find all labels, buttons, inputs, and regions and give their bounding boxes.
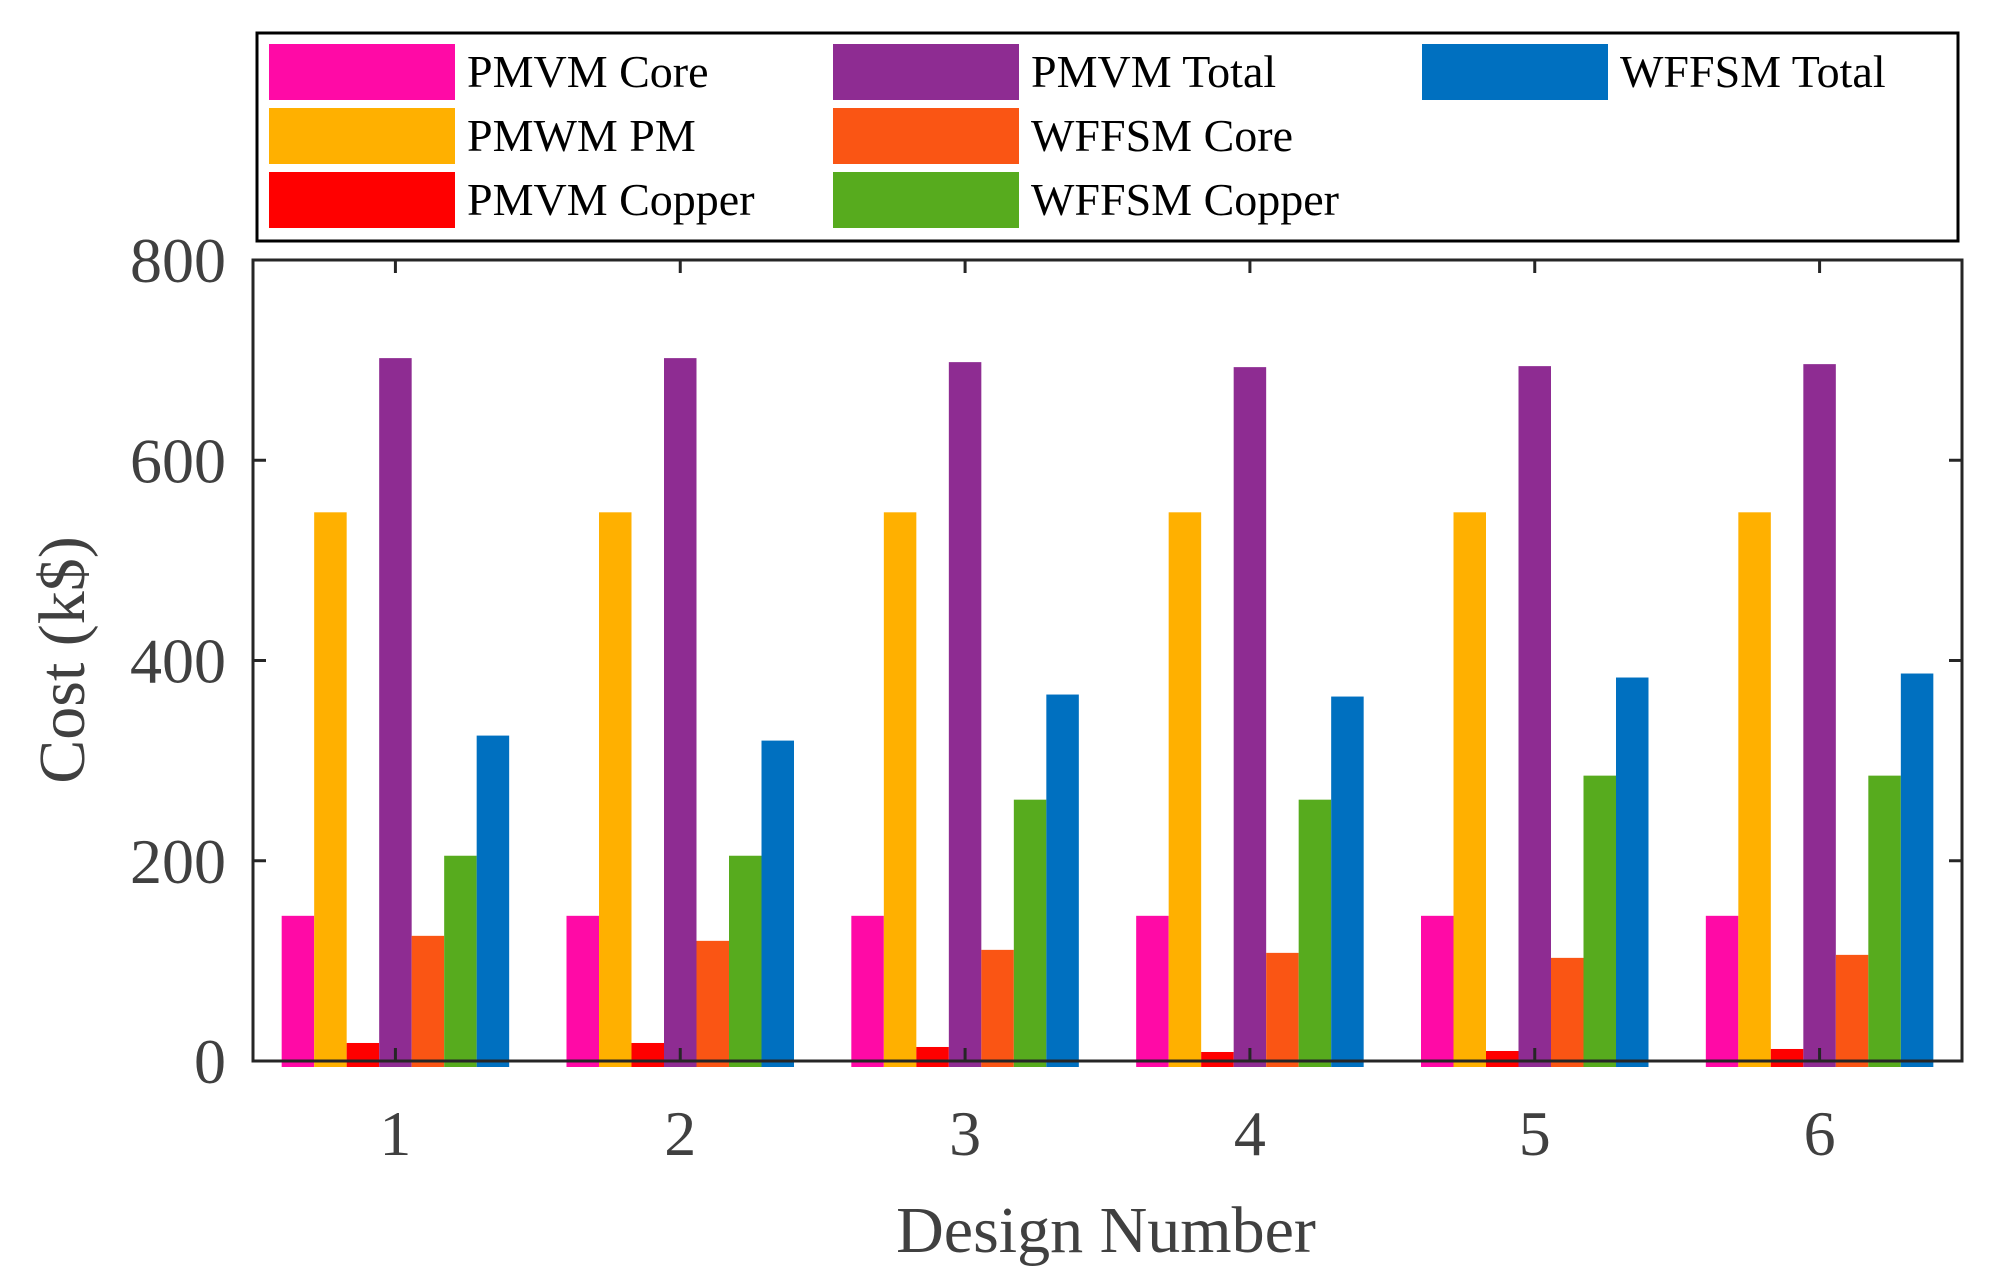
bar-pmvm-total-design-6	[1803, 364, 1836, 1067]
y-tick-label-0: 0	[194, 1026, 226, 1097]
legend-label-pmvm-core: PMVM Core	[467, 46, 709, 97]
legend-swatch-pmvm-copper	[269, 172, 455, 228]
bar-pmvm-core-design-3	[851, 915, 884, 1067]
x-tick-label-1: 1	[379, 1098, 411, 1169]
bar-wffsm-core-design-5	[1551, 957, 1584, 1067]
bar-pmvm-core-design-6	[1705, 915, 1739, 1067]
plot-area: 0 200 400 600 800 1 2 3 4 5 6	[130, 225, 1964, 1169]
bar-wffsm-copper-design-3	[1013, 799, 1047, 1067]
bar-wffsm-core-design-4	[1266, 952, 1299, 1067]
bar-wffsm-copper-design-1	[444, 855, 477, 1067]
legend-label-pmvm-total: PMVM Total	[1031, 46, 1276, 97]
bar-wffsm-total-design-6	[1900, 673, 1934, 1067]
bar-pmvm-total-design-4	[1233, 367, 1267, 1067]
bar-pmvm-core-design-5	[1421, 915, 1454, 1067]
bar-wffsm-total-design-3	[1046, 694, 1079, 1067]
axes-frame	[251, 258, 1964, 1063]
legend-label-pmwm-pm: PMWM PM	[467, 110, 696, 161]
x-tick-label-5: 5	[1519, 1098, 1551, 1169]
x-axis-label: Design Number	[896, 1194, 1316, 1267]
bar-wffsm-core-design-2	[696, 940, 729, 1067]
bar-wffsm-copper-design-4	[1298, 799, 1332, 1067]
bar-pmwm-pm-design-6	[1738, 512, 1771, 1067]
legend-swatch-pmwm-pm	[269, 108, 455, 164]
legend-label-wffsm-copper: WFFSM Copper	[1031, 174, 1339, 225]
bar-wffsm-total-design-1	[476, 735, 510, 1067]
bar-pmwm-pm-design-1	[314, 512, 347, 1067]
bar-pmvm-total-design-5	[1518, 366, 1551, 1067]
legend: PMVM Core PMWM PM PMVM Copper PMVM Total WFF…	[255, 31, 1960, 243]
bar-wffsm-total-design-2	[761, 740, 794, 1067]
legend-label-pmvm-copper: PMVM Copper	[467, 174, 755, 225]
y-tick-label-600: 600	[130, 425, 226, 496]
legend-swatch-wffsm-total	[1422, 44, 1608, 100]
x-tick-label-2: 2	[664, 1098, 696, 1169]
legend-label-wffsm-core: WFFSM Core	[1031, 110, 1293, 161]
bar-wffsm-copper-design-2	[729, 855, 762, 1067]
bar-pmvm-core-design-2	[566, 915, 599, 1067]
legend-swatch-wffsm-copper	[833, 172, 1019, 228]
legend-box	[255, 31, 1960, 243]
x-tick-label-6: 6	[1804, 1098, 1836, 1169]
bar-pmvm-copper-design-5	[1486, 1050, 1519, 1067]
legend-swatch-pmvm-core	[269, 44, 455, 100]
bar-pmvm-total-design-1	[379, 358, 412, 1067]
bar-pmvm-total-design-2	[664, 358, 697, 1067]
legend-swatch-wffsm-core	[833, 108, 1019, 164]
x-tick-label-3: 3	[949, 1098, 981, 1169]
bar-pmvm-copper-design-1	[346, 1042, 380, 1067]
y-tick-label-400: 400	[130, 626, 226, 697]
bar-pmvm-core-design-4	[1136, 915, 1169, 1067]
bar-pmvm-core-design-1	[281, 915, 315, 1067]
bar-pmvm-copper-design-4	[1201, 1051, 1234, 1067]
bar-pmvm-copper-design-6	[1770, 1048, 1804, 1067]
bar-pmwm-pm-design-4	[1168, 512, 1202, 1067]
bar-wffsm-copper-design-5	[1583, 775, 1616, 1067]
bar-wffsm-core-design-3	[981, 949, 1014, 1067]
bar-pmwm-pm-design-5	[1453, 512, 1486, 1067]
legend-label-wffsm-total: WFFSM Total	[1620, 46, 1886, 97]
bar-wffsm-copper-design-6	[1868, 775, 1901, 1067]
bar-wffsm-core-design-1	[411, 935, 445, 1067]
bar-pmwm-pm-design-2	[599, 512, 632, 1067]
bar-pmvm-copper-design-3	[916, 1046, 949, 1067]
bar-wffsm-total-design-4	[1331, 696, 1364, 1067]
y-tick-label-200: 200	[130, 826, 226, 897]
y-tick-label-800: 800	[130, 225, 226, 296]
bar-wffsm-core-design-6	[1835, 954, 1869, 1067]
x-tick-label-4: 4	[1234, 1098, 1266, 1169]
bar-pmvm-copper-design-2	[631, 1042, 664, 1067]
bar-pmvm-total-design-3	[948, 362, 982, 1067]
bar-pmwm-pm-design-3	[883, 512, 917, 1067]
legend-swatch-pmvm-total	[833, 44, 1019, 100]
bar-wffsm-total-design-5	[1616, 677, 1649, 1067]
y-axis-label: Cost (k$)	[26, 536, 99, 784]
